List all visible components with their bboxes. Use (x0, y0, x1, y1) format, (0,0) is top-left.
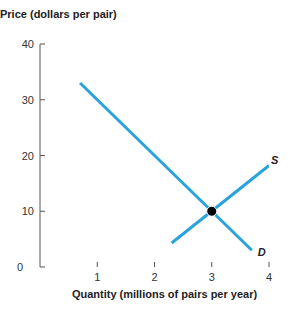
x-tick (211, 262, 212, 267)
x-tick-label: 1 (94, 271, 100, 283)
x-tick-label: 4 (266, 271, 272, 283)
series-line (80, 83, 252, 250)
series-line (172, 166, 269, 243)
plot-marks (80, 83, 269, 250)
y-tick (40, 44, 45, 45)
series-label: D (258, 246, 266, 258)
x-tick (154, 262, 155, 267)
series-label: S (271, 154, 279, 166)
x-axis-label: Quantity (millions of pairs per year) (72, 288, 258, 300)
y-tick (40, 267, 45, 268)
y-tick-label: 0 (17, 261, 23, 273)
y-tick (40, 99, 45, 100)
chart: Price (dollars per pair) Quantity (millio… (0, 0, 299, 325)
x-tick (97, 262, 98, 267)
y-tick-label: 10 (22, 205, 34, 217)
equilibrium-point (207, 206, 217, 216)
y-tick-label: 30 (22, 94, 34, 106)
y-tick-label: 20 (22, 150, 34, 162)
y-tick (40, 211, 45, 212)
x-tick-label: 3 (209, 271, 215, 283)
x-tick-label: 2 (151, 271, 157, 283)
x-tick (269, 262, 270, 267)
y-axis-label: Price (dollars per pair) (0, 8, 117, 20)
y-tick-label: 40 (22, 38, 34, 50)
y-tick (40, 155, 45, 156)
